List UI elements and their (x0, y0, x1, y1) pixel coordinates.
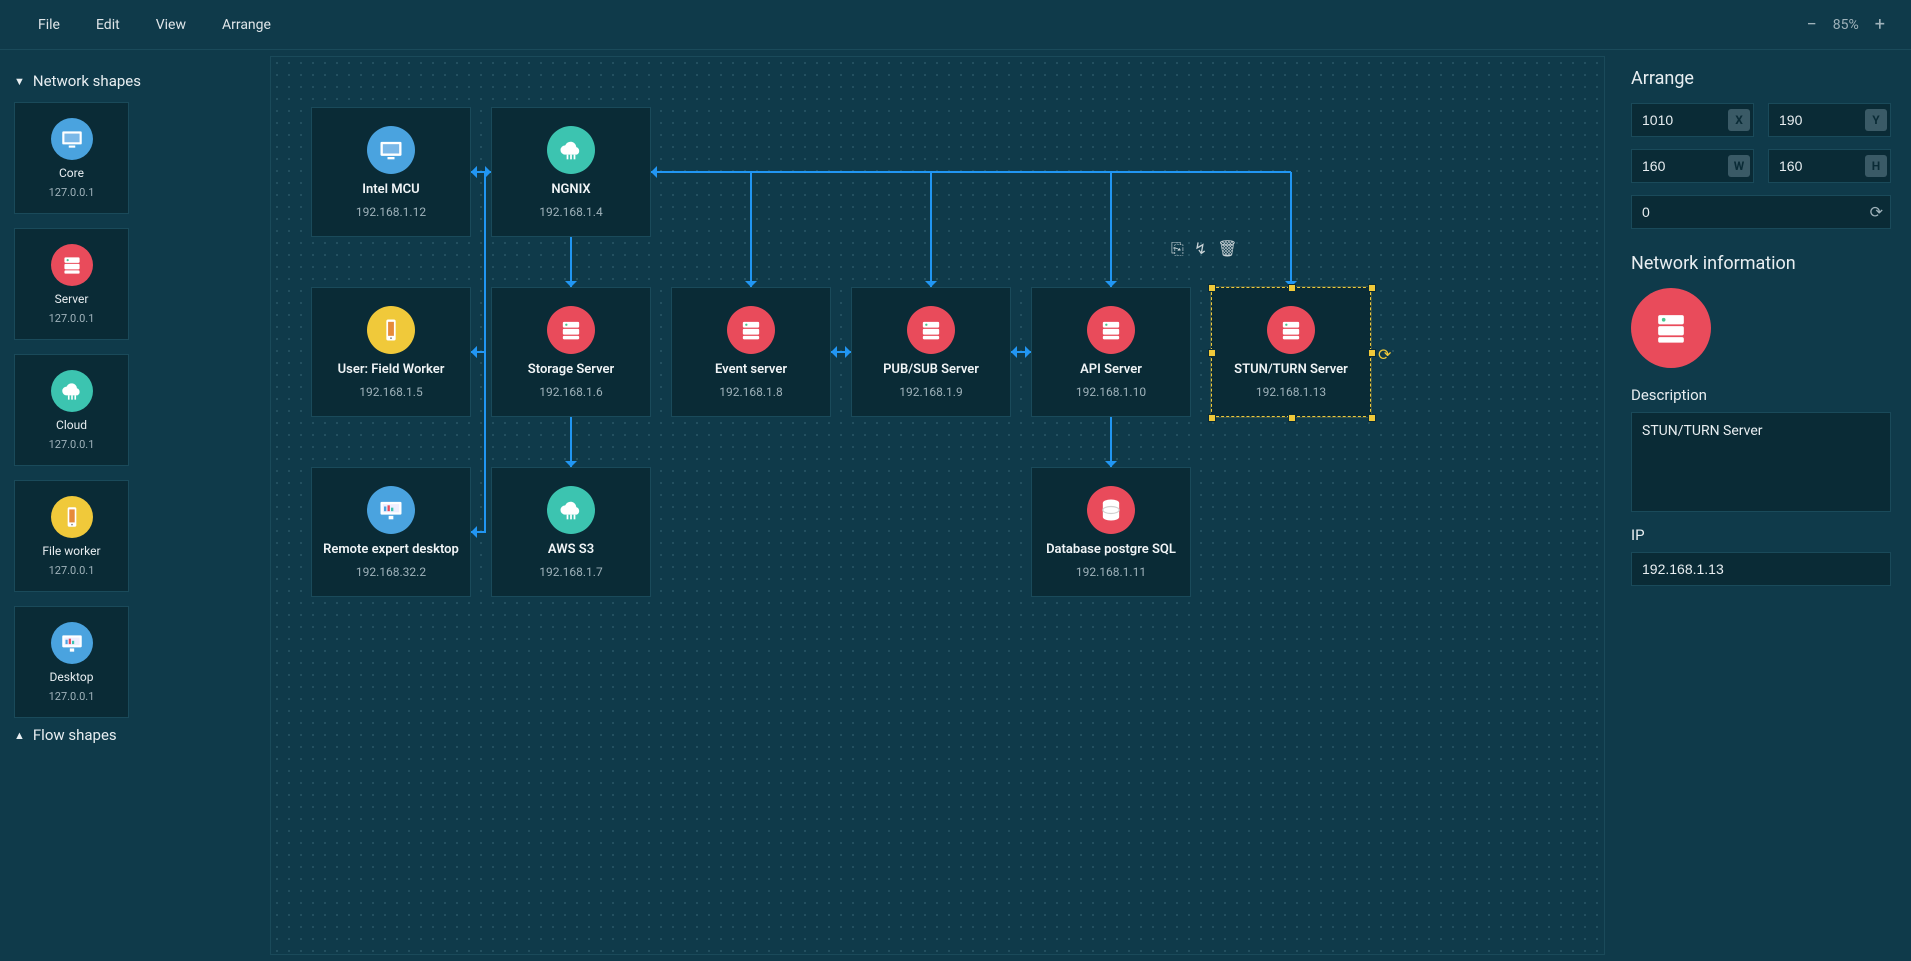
resize-handle[interactable] (1288, 414, 1296, 422)
menu-edit[interactable]: Edit (78, 9, 138, 41)
right-panel: Arrange X Y W H ⟳ Network information De… (1611, 50, 1911, 961)
palette-item-core[interactable]: Core127.0.0.1 (14, 102, 129, 214)
arrange-panel-title: Arrange (1631, 68, 1891, 89)
zoom-level: 85% (1833, 17, 1859, 33)
node-event[interactable]: Event server192.168.1.8 (671, 287, 831, 417)
palette-item-desktop[interactable]: Desktop127.0.0.1 (14, 606, 129, 718)
copy-button[interactable]: ⎘ (1171, 239, 1184, 259)
ip-input[interactable] (1631, 552, 1891, 586)
zoom-out-button[interactable]: − (1800, 14, 1822, 35)
canvas-viewport[interactable]: ⎘ ↯ 🗑 Intel MCU192.168.1.12NGNIX192.168.1.… (270, 56, 1605, 955)
shapes-palette: ▼Network shapes Core127.0.0.1 Server127.0.… (0, 50, 270, 961)
palette-section-flow-shapes[interactable]: ▲Flow shapes (14, 726, 256, 744)
palette-section-network-shapes[interactable]: ▼Network shapes (14, 72, 256, 90)
cloud-icon (547, 126, 595, 174)
node-pubsub[interactable]: PUB/SUB Server192.168.1.9 (851, 287, 1011, 417)
resize-handle[interactable] (1368, 284, 1376, 292)
server-icon (1267, 306, 1315, 354)
resize-handle[interactable] (1208, 414, 1216, 422)
phone-icon (51, 496, 93, 538)
rotate-handle[interactable]: ⟳ (1378, 345, 1392, 359)
node-nginx[interactable]: NGNIX192.168.1.4 (491, 107, 651, 237)
resize-handle[interactable] (1208, 349, 1216, 357)
server-icon (1087, 306, 1135, 354)
selected-node-preview-icon (1631, 288, 1711, 368)
node-s3[interactable]: AWS S3192.168.1.7 (491, 467, 651, 597)
chevron-up-icon: ▲ (14, 729, 25, 742)
menu-arrange[interactable]: Arrange (204, 9, 289, 41)
server-icon (51, 244, 93, 286)
desktop-icon (51, 622, 93, 664)
palette-item-file-worker[interactable]: File worker127.0.0.1 (14, 480, 129, 592)
chevron-down-icon: ▼ (14, 75, 25, 88)
canvas[interactable]: ⎘ ↯ 🗑 Intel MCU192.168.1.12NGNIX192.168.1.… (270, 56, 1605, 955)
phone-icon (367, 306, 415, 354)
monitor-icon (51, 118, 93, 160)
delete-button[interactable]: 🗑 (1217, 239, 1237, 259)
resize-handle[interactable] (1368, 414, 1376, 422)
cloud-icon (51, 370, 93, 412)
node-remote[interactable]: Remote expert desktop192.168.32.2 (311, 467, 471, 597)
node-floating-toolbar: ⎘ ↯ 🗑 (1171, 239, 1238, 259)
node-db[interactable]: Database postgre SQL192.168.1.11 (1031, 467, 1191, 597)
palette-item-server[interactable]: Server127.0.0.1 (14, 228, 129, 340)
server-icon (727, 306, 775, 354)
resize-handle[interactable] (1208, 284, 1216, 292)
description-label: Description (1631, 386, 1891, 404)
menu-view[interactable]: View (138, 9, 204, 41)
palette-item-cloud[interactable]: Cloud127.0.0.1 (14, 354, 129, 466)
rotation-reset-icon[interactable]: ⟳ (1870, 203, 1883, 222)
ip-label: IP (1631, 526, 1891, 544)
arrange-rotation-input[interactable] (1631, 195, 1891, 229)
resize-handle[interactable] (1288, 284, 1296, 292)
node-stun[interactable]: STUN/TURN Server192.168.1.13⟳ (1211, 287, 1371, 417)
resize-handle[interactable] (1368, 349, 1376, 357)
route-button[interactable]: ↯ (1194, 239, 1207, 259)
arrange-h-badge: H (1865, 155, 1887, 177)
monitor-icon (367, 126, 415, 174)
server-icon (907, 306, 955, 354)
server-icon (547, 306, 595, 354)
arrange-y-badge: Y (1865, 109, 1887, 131)
node-intel[interactable]: Intel MCU192.168.1.12 (311, 107, 471, 237)
arrange-x-badge: X (1728, 109, 1750, 131)
description-input[interactable] (1631, 412, 1891, 512)
menubar: FileEditViewArrange − 85% + (0, 0, 1911, 50)
node-storage[interactable]: Storage Server192.168.1.6 (491, 287, 651, 417)
desktop-icon (367, 486, 415, 534)
cloud-icon (547, 486, 595, 534)
database-icon (1087, 486, 1135, 534)
node-user[interactable]: User: Field Worker192.168.1.5 (311, 287, 471, 417)
node-api[interactable]: API Server192.168.1.10 (1031, 287, 1191, 417)
zoom-in-button[interactable]: + (1869, 14, 1891, 35)
menu-file[interactable]: File (20, 9, 78, 41)
arrange-w-badge: W (1728, 155, 1750, 177)
info-panel-title: Network information (1631, 253, 1891, 274)
